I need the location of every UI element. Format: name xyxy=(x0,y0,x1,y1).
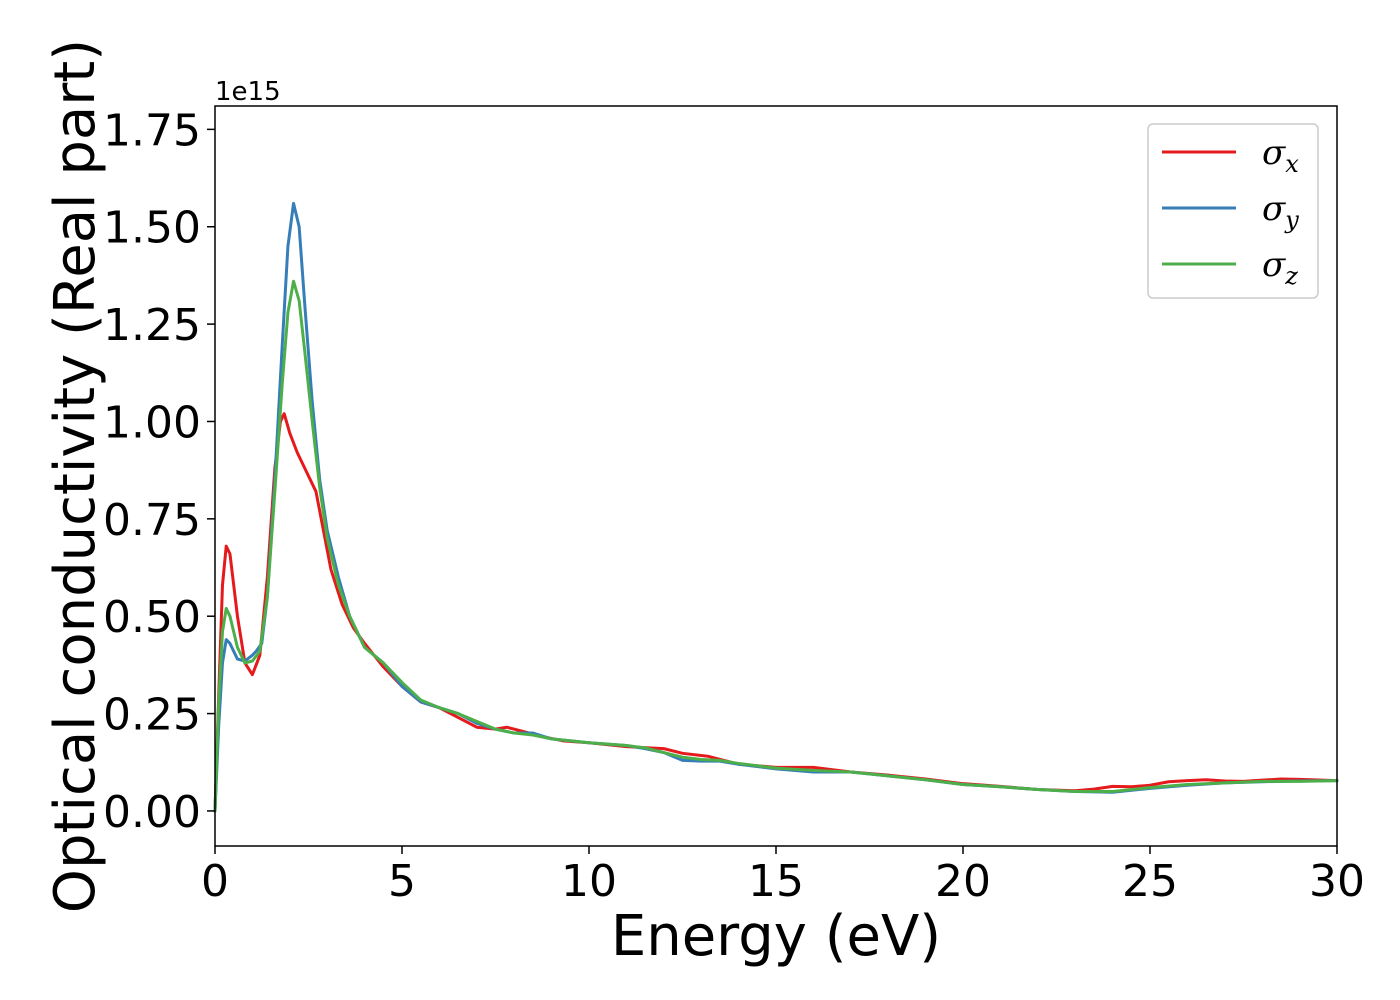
x-tick-label: 10 xyxy=(561,856,617,907)
y-tick-label: 0.50 xyxy=(103,592,201,643)
x-tick-label: 20 xyxy=(935,856,991,907)
legend-frame xyxy=(1147,123,1319,299)
x-axis-title: Energy (eV) xyxy=(611,904,941,969)
y-tick-label: 0.25 xyxy=(103,690,201,741)
y-axis-title: Optical conductivity (Real part) xyxy=(43,39,108,913)
x-tick-label: 0 xyxy=(201,856,229,907)
y-tick-label: 1.25 xyxy=(103,300,201,351)
series-line-x xyxy=(213,412,1339,813)
y-axis: 0.00 0.25 0.50 0.75 1.00 1.25 1.50 1.75 xyxy=(103,105,215,838)
y-offset-label: 1e15 xyxy=(215,77,281,107)
y-tick-label: 1.00 xyxy=(103,397,201,448)
x-tick-label: 5 xyxy=(388,856,416,907)
x-tick-label: 15 xyxy=(748,856,804,907)
y-tick-label: 0.75 xyxy=(103,495,201,546)
series-layer xyxy=(213,201,1339,813)
y-tick-label: 1.75 xyxy=(103,105,201,156)
y-tick-label: 0.00 xyxy=(103,787,201,838)
x-tick-label: 25 xyxy=(1122,856,1178,907)
series-line-z xyxy=(213,279,1339,813)
x-tick-label: 30 xyxy=(1309,856,1365,907)
y-tick-label: 1.50 xyxy=(103,203,201,254)
x-axis: 0 5 10 15 20 25 30 xyxy=(201,846,1365,907)
